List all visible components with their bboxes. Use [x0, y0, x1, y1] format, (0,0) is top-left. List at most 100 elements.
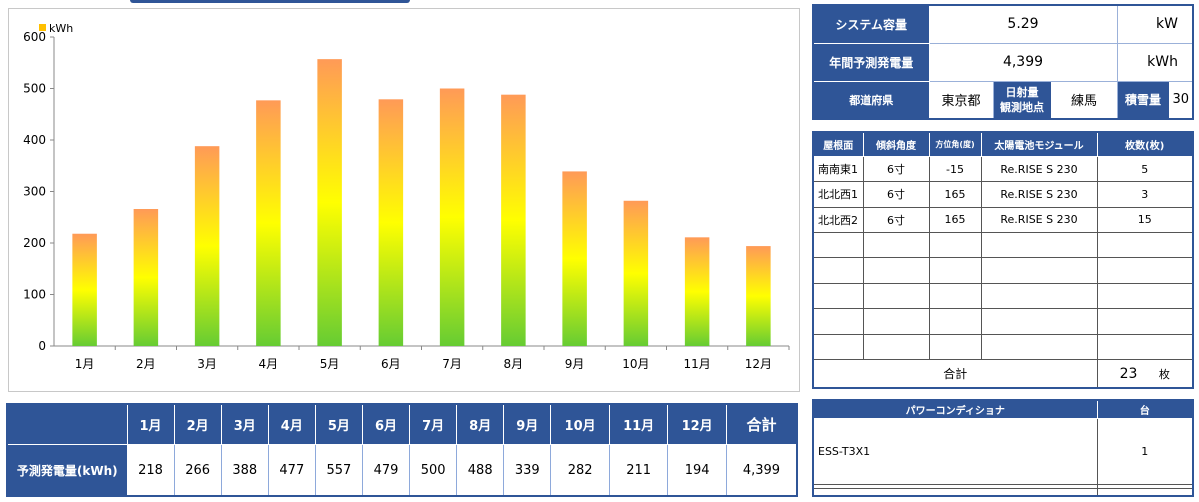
empty-cell [928, 282, 982, 310]
sunlight-label: 日射量 観測地点 [992, 80, 1052, 120]
azimuth-header: 方位角(度) [928, 131, 982, 157]
roof-row: 南南東1 6寸 -15 Re.RISE S 230 5 [812, 155, 1194, 183]
x-tick-label: 7月 [442, 357, 462, 371]
inverter-count: 1 [1096, 417, 1194, 485]
empty-cell [980, 333, 1098, 361]
empty-cell [1096, 488, 1194, 497]
month-header: 4月 [267, 403, 316, 446]
bar [562, 171, 587, 346]
y-tick-label: 500 [23, 82, 46, 96]
inverter-name: ESS-T3X1 [812, 417, 1098, 485]
month-value: 479 [361, 444, 411, 497]
bar [684, 237, 710, 346]
forecast-row-label: 予測発電量(kWh) [6, 444, 128, 497]
bar [133, 209, 159, 346]
empty-cell [862, 333, 930, 361]
tilt-header: 傾斜角度 [862, 131, 930, 157]
roof-total-label: 合計 [812, 359, 1098, 389]
roof-total-value: 23 [1119, 365, 1138, 382]
capacity-row: システム容量 5.29 kW [812, 4, 1194, 44]
inverter-count-header: 台 [1096, 399, 1194, 419]
x-tick-label: 1月 [75, 357, 95, 371]
x-tick-label: 9月 [565, 357, 585, 371]
month-header: 11月 [608, 403, 669, 446]
empty-cell [928, 232, 982, 259]
annual-label: 年間予測発電量 [812, 42, 930, 82]
roof-row-empty [812, 282, 1194, 310]
y-tick-label: 0 [38, 339, 46, 353]
monthly-header-row: 1月 2月 3月 4月 5月 6月 7月 8月 9月 10月 11月 12月 合… [6, 403, 798, 446]
month-header: 9月 [503, 403, 552, 446]
inverter-name-header: パワーコンディショナ [812, 399, 1098, 419]
bar [378, 99, 404, 346]
month-header: 1月 [126, 403, 175, 446]
annual-row: 年間予測発電量 4,399 kWh [812, 42, 1194, 82]
month-header: 2月 [173, 403, 222, 446]
empty-cell [928, 308, 982, 335]
chart-svg: kWh 0 100 200 300 400 500 600 1月 2月 3月 4月 5月 6月 7月 8月… [23, 22, 790, 371]
roof-header-row: 屋根面 傾斜角度 方位角(度) 太陽電池モジュール 枚数(枚) [812, 131, 1194, 157]
y-tick-label: 400 [23, 133, 46, 147]
snow-value: 30 [1168, 80, 1194, 120]
y-tick-label: 600 [23, 30, 46, 44]
snow-label: 積雪量 [1116, 80, 1170, 120]
count: 15 [1096, 206, 1194, 234]
month-header: 3月 [220, 403, 269, 446]
module: Re.RISE S 230 [980, 155, 1098, 183]
roof-row-empty [812, 308, 1194, 335]
module: Re.RISE S 230 [980, 181, 1098, 208]
monthly-header-corner [6, 403, 128, 446]
roof-row: 北北西1 6寸 165 Re.RISE S 230 3 [812, 181, 1194, 208]
empty-cell [812, 257, 864, 284]
bar [501, 94, 526, 347]
bar [439, 88, 465, 346]
azimuth: -15 [928, 155, 982, 183]
roof-face: 北北西2 [812, 206, 864, 234]
count: 5 [1096, 155, 1194, 183]
capacity-label: システム容量 [812, 4, 930, 44]
sunlight-label-line1: 日射量 [1005, 85, 1039, 99]
roof-face: 北北西1 [812, 181, 864, 208]
bar [256, 100, 281, 346]
x-tick-label: 5月 [320, 357, 340, 371]
inverter-header-row: パワーコンディショナ 台 [812, 399, 1194, 419]
x-tick-label: 4月 [259, 357, 279, 371]
module: Re.RISE S 230 [980, 206, 1098, 234]
annual-unit: kWh [1116, 42, 1194, 82]
chart-x-labels: 1月 2月 3月 4月 5月 6月 7月 8月 9月 10月 11月 12月 [75, 357, 772, 371]
empty-cell [980, 257, 1098, 284]
empty-cell [862, 257, 930, 284]
legend-swatch [39, 24, 46, 31]
tilt: 6寸 [862, 181, 930, 208]
inverter-row-empty [812, 488, 1194, 497]
empty-cell [812, 488, 1098, 497]
month-value: 557 [314, 444, 363, 497]
empty-cell [812, 308, 864, 335]
roof-row-empty [812, 333, 1194, 361]
month-header: 6月 [361, 403, 411, 446]
empty-cell [862, 282, 930, 310]
chart-bars [72, 59, 771, 347]
y-tick-label: 300 [23, 185, 46, 199]
sunlight-value: 練馬 [1050, 80, 1118, 120]
empty-cell [980, 282, 1098, 310]
month-value: 488 [456, 444, 505, 497]
empty-cell [1096, 333, 1194, 361]
roof-total-unit: 枚 [1158, 367, 1170, 381]
inverter-table: パワーコンディショナ 台 ESS-T3X1 1 [812, 399, 1194, 497]
bar [317, 59, 342, 347]
prefecture-label: 都道府県 [812, 80, 930, 120]
empty-cell [928, 333, 982, 361]
roof-row-empty [812, 257, 1194, 284]
month-header: 5月 [314, 403, 363, 446]
month-header: 12月 [667, 403, 727, 446]
month-value: 194 [667, 444, 727, 497]
inverter-row: ESS-T3X1 1 [812, 417, 1194, 485]
empty-cell [812, 232, 864, 259]
x-tick-label: 6月 [381, 357, 401, 371]
count: 3 [1096, 181, 1194, 208]
y-tick-label: 100 [23, 288, 46, 302]
empty-cell [980, 232, 1098, 259]
roof-total-cell: 23 枚 [1096, 359, 1194, 389]
month-value: 339 [503, 444, 552, 497]
